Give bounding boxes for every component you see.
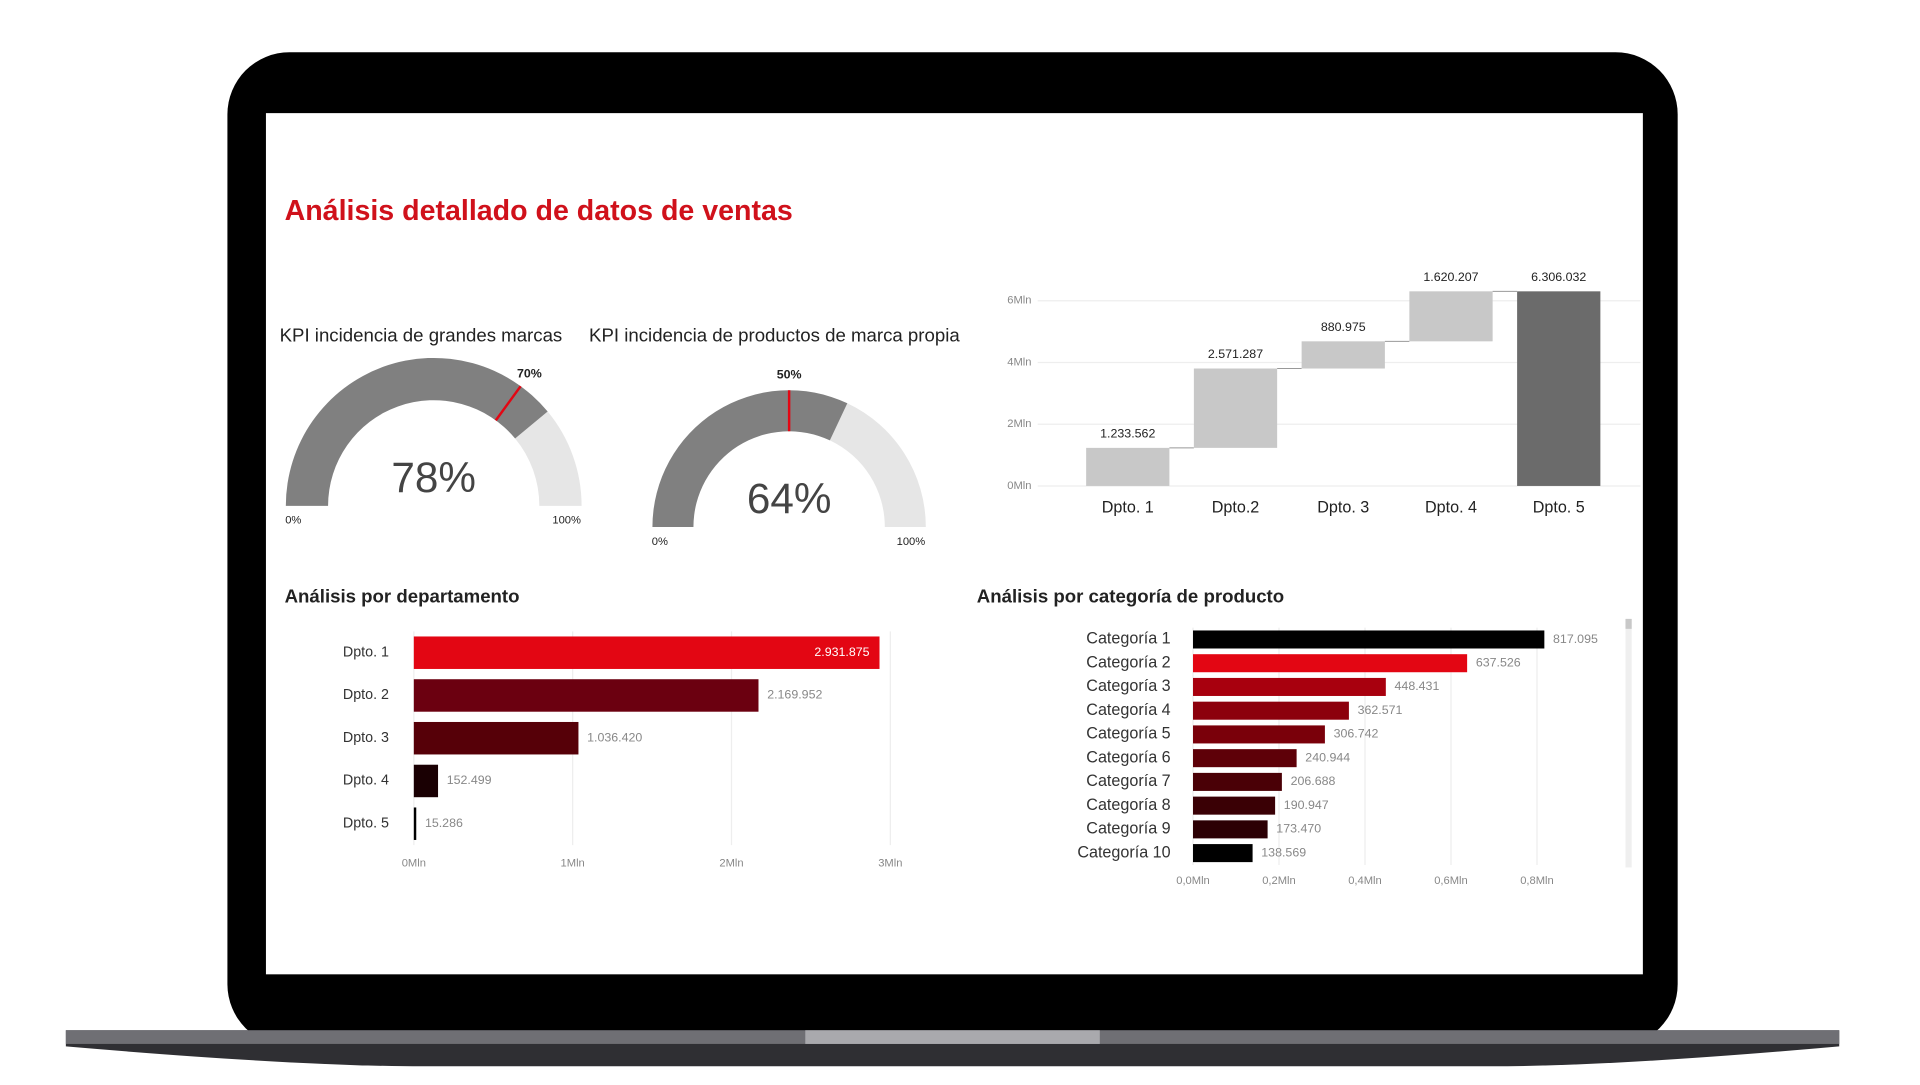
y-tick-label: Categoría 2 [1086, 653, 1170, 671]
bar [413, 807, 417, 840]
laptop-notch [805, 1030, 1100, 1044]
bar [413, 764, 439, 798]
bar [1193, 725, 1325, 744]
value-label: 152.499 [447, 773, 492, 787]
gauge-target-label: 50% [777, 368, 802, 382]
value-label: 15.286 [425, 816, 463, 830]
gauge-rest [515, 411, 582, 506]
gauge-max-label: 100% [552, 515, 581, 527]
x-tick-label: Dpto.2 [1212, 499, 1260, 517]
gauge-max-label: 100% [897, 536, 926, 548]
y-tick-label: Categoría 3 [1086, 677, 1170, 695]
y-tick-label: 0Mln [1007, 480, 1031, 492]
x-tick-label: 0,6Mln [1434, 875, 1468, 887]
waterfall-bar [1193, 368, 1278, 448]
value-label: 2.571.287 [1208, 347, 1263, 361]
waterfall-bar [1086, 447, 1170, 486]
y-tick-label: Categoría 10 [1077, 843, 1170, 861]
waterfall-bar [1517, 291, 1601, 486]
gauge-min-label: 0% [652, 536, 668, 548]
value-label: 240.944 [1305, 750, 1350, 764]
x-tick-label: 0,2Mln [1262, 875, 1296, 887]
gauge-title: KPI incidencia de grandes marcas [280, 325, 563, 346]
section-title: Análisis por departamento [285, 586, 520, 607]
bar [1193, 844, 1253, 863]
y-tick-label: Categoría 4 [1086, 701, 1170, 719]
y-tick-label: Categoría 5 [1086, 725, 1170, 743]
y-tick-label: Categoría 7 [1086, 772, 1170, 790]
bar [1193, 701, 1349, 720]
x-tick-label: Dpto. 5 [1533, 499, 1585, 517]
x-tick-label: 0Mln [402, 858, 426, 870]
value-label: 448.431 [1395, 679, 1440, 693]
y-tick-label: Categoría 8 [1086, 796, 1170, 814]
gauge-value-label: 78% [391, 454, 476, 501]
bar [1193, 654, 1468, 673]
gauge-target-label: 70% [517, 366, 542, 380]
value-label: 1.620.207 [1423, 270, 1478, 284]
y-tick-label: Categoría 6 [1086, 748, 1170, 766]
x-tick-label: Dpto. 4 [1425, 499, 1477, 517]
x-tick-label: 0,8Mln [1520, 875, 1554, 887]
x-tick-label: 0,4Mln [1348, 875, 1382, 887]
value-label: 2.169.952 [767, 688, 822, 702]
dashboard-title: Análisis detallado de datos de ventas [285, 195, 793, 227]
scrollbar [1625, 618, 1632, 868]
gauge-min-label: 0% [285, 515, 301, 527]
gauge-target [494, 385, 522, 422]
bar [413, 721, 579, 755]
bar [1193, 677, 1386, 696]
gauge-value-label: 64% [747, 475, 832, 522]
value-label: 190.947 [1284, 798, 1329, 812]
value-label: 6.306.032 [1531, 270, 1586, 284]
value-label: 306.742 [1334, 727, 1379, 741]
y-tick-label: Dpto. 1 [343, 644, 389, 660]
value-label: 2.931.875 [814, 645, 869, 659]
value-label: 138.569 [1261, 845, 1306, 859]
bar [1193, 796, 1276, 815]
gauge-title: KPI incidencia de productos de marca pro… [589, 325, 960, 346]
waterfall-bar [1301, 341, 1385, 369]
x-tick-label: 1Mln [561, 858, 585, 870]
bar [1193, 820, 1268, 839]
y-tick-label: 6Mln [1007, 295, 1031, 307]
bar [1193, 772, 1282, 791]
value-label: 1.233.562 [1100, 426, 1155, 440]
y-tick-label: Dpto. 4 [343, 773, 389, 789]
value-label: 362.571 [1358, 703, 1403, 717]
value-label: 817.095 [1553, 632, 1598, 646]
screen [265, 113, 1643, 975]
bar [413, 636, 880, 669]
y-tick-label: Dpto. 3 [343, 730, 389, 746]
value-label: 1.036.420 [587, 730, 642, 744]
x-tick-label: 2Mln [719, 858, 743, 870]
value-label: 173.470 [1276, 822, 1321, 836]
gauge-rest [829, 403, 926, 527]
gauge-value [285, 357, 548, 506]
x-tick-label: Dpto. 3 [1317, 499, 1369, 517]
value-label: 637.526 [1476, 655, 1521, 669]
x-tick-label: Dpto. 1 [1102, 499, 1154, 517]
y-tick-label: 2Mln [1007, 418, 1031, 430]
scrollbar-thumb [1625, 618, 1632, 629]
bar [1193, 749, 1297, 768]
bar [1193, 630, 1545, 649]
waterfall-bar [1409, 291, 1493, 342]
value-label: 880.975 [1321, 320, 1366, 334]
value-label: 206.688 [1291, 774, 1336, 788]
y-tick-label: Dpto. 2 [343, 687, 389, 703]
x-tick-label: 0,0Mln [1176, 875, 1210, 887]
section-title: Análisis por categoría de producto [977, 586, 1284, 607]
bar [413, 679, 759, 712]
y-tick-label: Categoría 9 [1086, 820, 1170, 838]
y-tick-label: Categoría 1 [1086, 630, 1170, 648]
y-tick-label: 4Mln [1007, 356, 1031, 368]
gauge-value [652, 390, 848, 527]
x-tick-label: 3Mln [878, 858, 902, 870]
y-tick-label: Dpto. 5 [343, 815, 389, 831]
